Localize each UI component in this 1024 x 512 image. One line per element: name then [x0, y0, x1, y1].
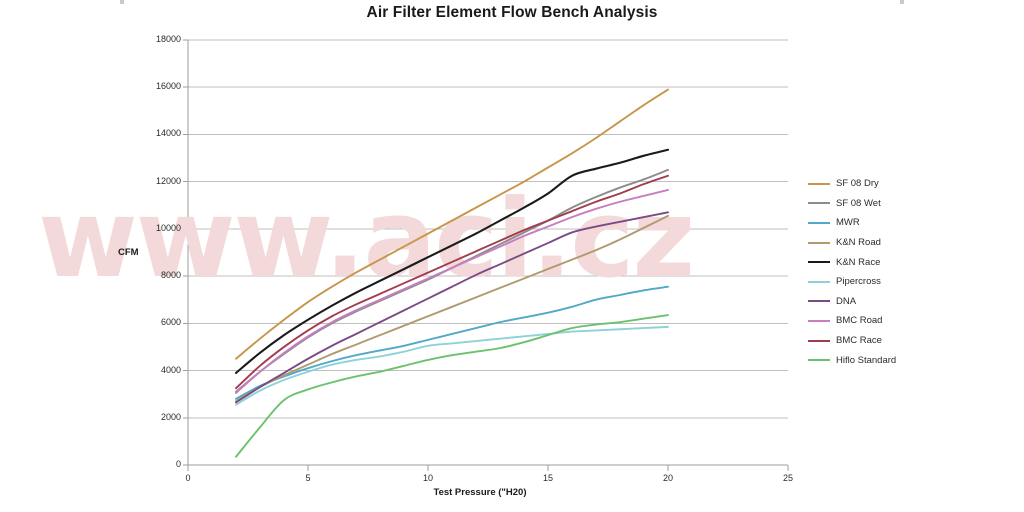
legend-item-label: DNA: [836, 295, 857, 307]
legend-item[interactable]: MWR: [808, 213, 896, 233]
top-edge-marker-right: [900, 0, 904, 4]
x-axis-tick-label: 10: [422, 473, 433, 483]
legend-color-swatch: [808, 359, 830, 362]
legend-item[interactable]: SF 08 Wet: [808, 194, 896, 214]
legend-item-label: Pipercross: [836, 276, 881, 288]
legend-item-label: K&N Road: [836, 237, 881, 249]
y-axis-tick-label: 14000: [155, 128, 181, 139]
legend-item-label: BMC Race: [836, 335, 882, 347]
legend-color-swatch: [808, 182, 830, 185]
y-axis-tick-label: 18000: [155, 34, 181, 44]
legend-item[interactable]: SF 08 Dry: [808, 174, 896, 194]
series-line: [235, 211, 669, 404]
x-axis-tick-label: 15: [542, 473, 553, 483]
y-axis-tick-label: 8000: [160, 270, 181, 281]
legend-item-label: MWR: [836, 217, 860, 229]
legend-color-swatch: [808, 261, 830, 264]
legend-item[interactable]: BMC Race: [808, 331, 896, 351]
series-line: [235, 168, 669, 393]
legend-color-swatch: [808, 300, 830, 303]
legend-item-label: SF 08 Wet: [836, 197, 881, 209]
legend-color-swatch: [808, 339, 830, 342]
legend-item[interactable]: Pipercross: [808, 272, 896, 292]
top-edge-marker-left: [120, 0, 124, 4]
series-line: [235, 314, 669, 458]
series-line: [235, 88, 669, 360]
x-axis-label: Test Pressure ("H20): [433, 487, 527, 498]
series-line: [235, 325, 669, 406]
x-axis-tick-label: 5: [305, 473, 311, 483]
legend-item[interactable]: DNA: [808, 292, 896, 312]
legend-color-swatch: [808, 221, 830, 224]
x-axis-tick-label: 25: [782, 473, 793, 483]
legend-item-label: SF 08 Dry: [836, 178, 879, 190]
y-axis-tick-label: 4000: [160, 364, 181, 375]
series-line: [235, 214, 669, 403]
legend-color-swatch: [808, 202, 830, 205]
y-axis-tick-label: 6000: [160, 317, 181, 328]
y-axis-tick-label: 16000: [155, 81, 181, 92]
legend-item-label: BMC Road: [836, 315, 883, 327]
series-line: [234, 148, 670, 374]
x-axis-tick-label: 20: [662, 473, 673, 483]
series-line: [235, 188, 669, 394]
legend-color-swatch: [808, 241, 830, 244]
y-axis-tick-label: 12000: [155, 175, 181, 186]
y-axis-tick-label: 2000: [160, 411, 181, 422]
chart-legend: SF 08 Dry SF 08 Wet MWR K&N Road K&N Race Pip…: [808, 174, 896, 370]
legend-item-label: K&N Race: [836, 256, 881, 268]
x-axis-tick-label: 0: [185, 473, 191, 483]
legend-item[interactable]: K&N Race: [808, 252, 896, 272]
series-line: [235, 174, 669, 390]
legend-item[interactable]: BMC Road: [808, 311, 896, 331]
y-axis-tick-label: 10000: [155, 222, 181, 233]
legend-color-swatch: [808, 319, 830, 322]
y-axis-tick-label: 0: [175, 459, 181, 469]
legend-item-label: Hiflo Standard: [836, 354, 897, 366]
legend-color-swatch: [808, 280, 830, 283]
legend-item[interactable]: Hiflo Standard: [808, 350, 896, 370]
legend-item[interactable]: K&N Road: [808, 233, 896, 253]
series-line: [235, 285, 669, 400]
chart-title: Air Filter Element Flow Bench Analysis: [366, 4, 658, 21]
y-axis-label: CFM: [118, 247, 139, 258]
